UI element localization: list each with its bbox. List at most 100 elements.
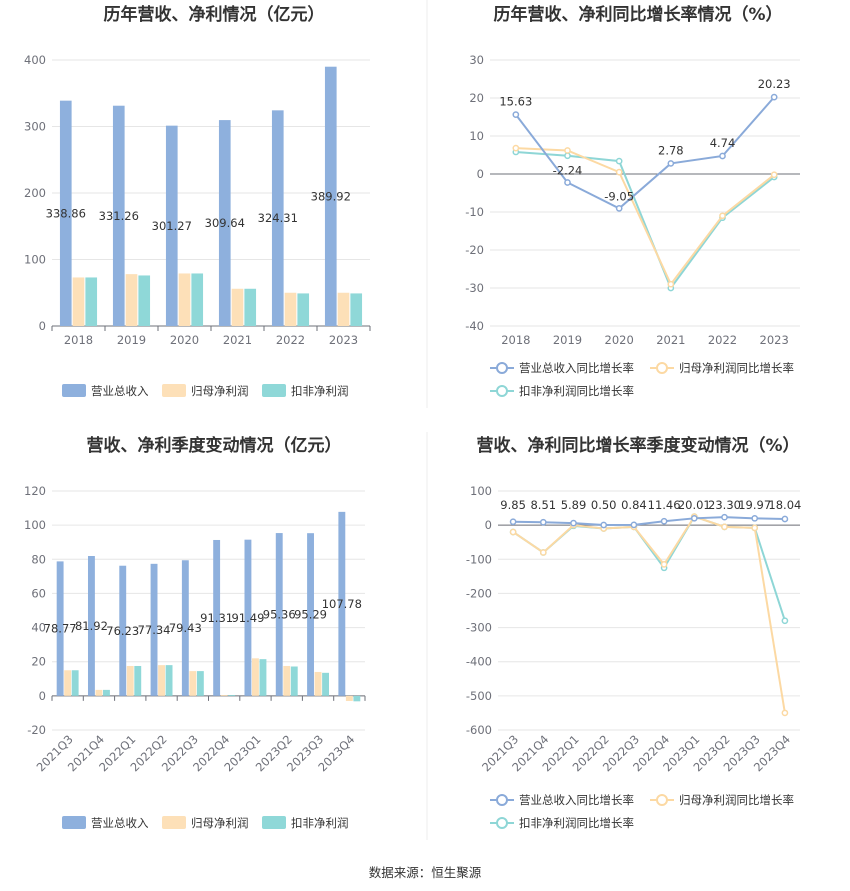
revenue-bar <box>59 100 72 326</box>
parent-profit-bar <box>283 665 291 696</box>
y-tick-label: 20 <box>469 91 484 105</box>
y-tick-label: 100 <box>470 484 492 498</box>
growth-data-label: 23.30 <box>708 498 741 512</box>
revenue-bar <box>181 560 189 696</box>
y-tick-label: -20 <box>27 723 46 737</box>
deducted-profit-bar <box>350 293 363 326</box>
revenue-bar <box>218 120 231 326</box>
revenue-bar <box>56 561 64 696</box>
x-tick-label: 2020 <box>170 333 199 347</box>
y-tick-label: 120 <box>24 484 46 498</box>
deducted-profit-bar <box>191 273 204 326</box>
revenue-growth-line <box>513 516 785 526</box>
x-tick-label: 2022 <box>708 333 737 347</box>
deducted-profit-bar <box>353 695 361 702</box>
revenue-growth-point <box>719 152 726 160</box>
revenue-growth-point <box>570 519 577 527</box>
parent-profit-growth-point <box>509 528 517 536</box>
deducted-profit-growth-point <box>615 157 623 165</box>
y-tick-label: 40 <box>31 621 46 635</box>
parent-profit-growth-point <box>751 524 759 532</box>
legend-swatch <box>162 384 186 397</box>
deducted-profit-bar <box>138 275 151 326</box>
legend-marker <box>496 362 508 374</box>
revenue-data-label: 107.78 <box>322 597 362 611</box>
revenue-bar <box>112 105 125 326</box>
y-tick-label: 30 <box>469 53 484 67</box>
parent-profit-growth-point <box>512 144 520 152</box>
revenue-bar <box>271 110 284 326</box>
x-tick-label: 2018 <box>64 333 93 347</box>
parent-profit-growth-line <box>512 515 786 714</box>
parent-profit-growth-point <box>721 523 728 531</box>
deducted-profit-bar <box>244 288 257 326</box>
legend-marker <box>656 362 668 374</box>
growth-data-label: 2.78 <box>658 143 684 157</box>
revenue-growth-point <box>539 518 547 526</box>
revenue-growth-point <box>512 111 520 118</box>
revenue-growth-point <box>721 513 728 521</box>
chart-title: 营收、净利同比增长率季度变动情况（%） <box>476 435 799 456</box>
y-tick-label: -100 <box>466 552 492 566</box>
parent-profit-bar <box>189 671 197 696</box>
growth-data-label: -2.24 <box>553 164 583 178</box>
growth-data-label: 5.89 <box>561 498 587 512</box>
revenue-bar <box>213 539 221 696</box>
x-tick-label: 2020 <box>605 333 634 347</box>
legend-label: 扣非净利润同比增长率 <box>519 816 634 830</box>
legend-label: 营业总收入同比增长率 <box>519 361 634 375</box>
deducted-profit-bar <box>71 670 79 696</box>
legend-marker <box>496 385 508 397</box>
legend-swatch <box>262 384 286 397</box>
revenue-bar <box>150 563 158 696</box>
annual-revenue-profit-chart: 历年营收、净利情况（亿元） 0 100 200 300 400 2018 2019 2020 20… <box>24 4 371 398</box>
revenue-data-label: 301.27 <box>152 219 192 233</box>
revenue-growth-point <box>781 515 789 523</box>
parent-profit-bar <box>158 665 165 696</box>
deducted-profit-bar <box>322 672 330 696</box>
parent-profit-bar <box>178 273 191 326</box>
revenue-data-label: 79.43 <box>169 621 202 635</box>
revenue-data-label: 77.34 <box>138 623 171 637</box>
growth-data-label: 8.51 <box>530 498 556 512</box>
chart-title: 历年营收、净利同比增长率情况（%） <box>493 4 782 25</box>
growth-data-label: 19.97 <box>738 498 771 512</box>
parent-profit-bar <box>220 695 228 696</box>
legend-swatch <box>262 816 286 829</box>
y-tick-label: -10 <box>465 205 484 219</box>
y-tick-label: 0 <box>485 518 492 532</box>
legend-label: 归母净利润同比增长率 <box>679 361 794 375</box>
chart-title: 营收、净利季度变动情况（亿元） <box>87 435 342 456</box>
y-tick-label: 0 <box>477 167 484 181</box>
revenue-data-label: 331.26 <box>99 209 139 223</box>
x-tick-label: 2023 <box>760 333 789 347</box>
legend-label: 营业总收入同比增长率 <box>519 793 634 807</box>
chart-title: 历年营收、净利情况（亿元） <box>104 4 325 25</box>
deducted-profit-bar <box>165 665 173 696</box>
y-tick-label: 10 <box>469 129 484 143</box>
growth-data-label: -9.05 <box>604 189 634 203</box>
y-tick-label: -40 <box>465 319 484 333</box>
parent-profit-growth-point <box>667 280 675 288</box>
deducted-profit-growth-point <box>781 617 789 625</box>
y-tick-label: 200 <box>24 186 46 200</box>
revenue-growth-line <box>515 96 775 210</box>
revenue-bar <box>324 66 337 327</box>
parent-profit-growth-point <box>615 168 623 176</box>
y-tick-label: 100 <box>24 518 46 532</box>
legend-label: 归母净利润 <box>191 816 249 830</box>
y-tick-label: -600 <box>466 723 492 737</box>
revenue-growth-point <box>690 514 698 522</box>
y-tick-label: 400 <box>24 53 46 67</box>
deducted-profit-growth-line <box>512 515 786 622</box>
revenue-data-label: 91.49 <box>231 611 264 625</box>
revenue-data-label: 76.23 <box>106 624 139 638</box>
deducted-profit-bar <box>259 659 267 696</box>
parent-profit-bar <box>337 292 350 326</box>
data-source: 数据来源：恒生聚源 <box>369 865 482 880</box>
x-tick-label: 2021 <box>223 333 252 347</box>
parent-profit-bar <box>72 277 85 326</box>
growth-data-label: 20.01 <box>678 498 711 512</box>
legend-label: 扣非净利润 <box>291 816 349 830</box>
y-tick-label: -400 <box>466 655 492 669</box>
